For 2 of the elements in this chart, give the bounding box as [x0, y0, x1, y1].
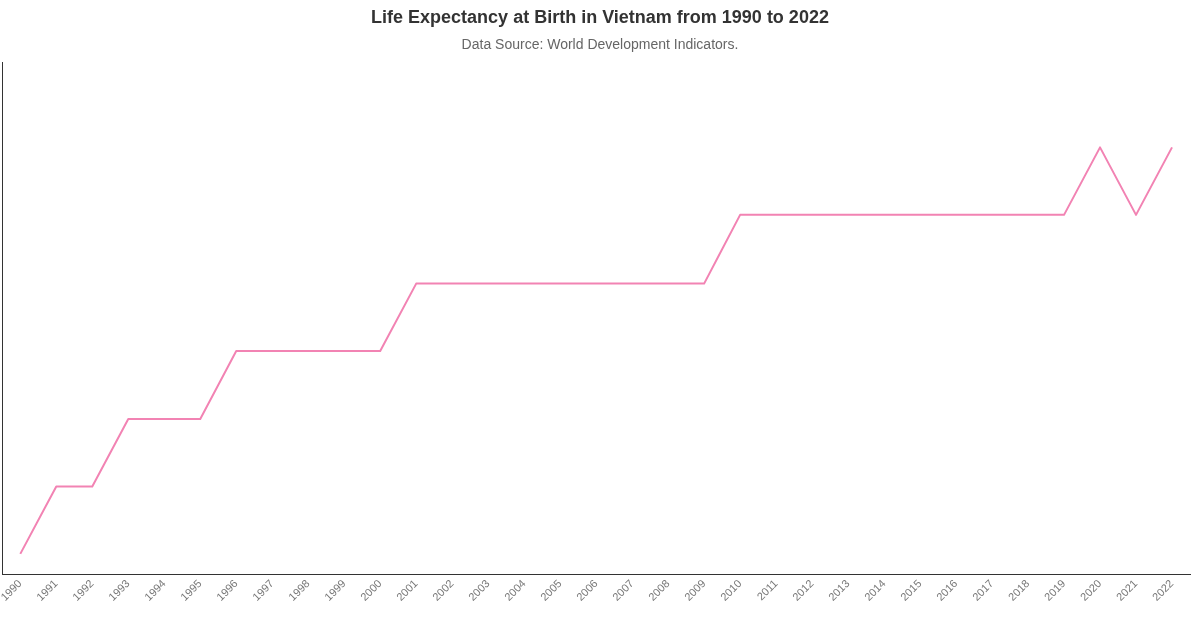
chart-title: Life Expectancy at Birth in Vietnam from 1990 to 2022	[370, 7, 830, 28]
chart-subtitle: Data Source: World Development Indicators.	[460, 36, 740, 52]
